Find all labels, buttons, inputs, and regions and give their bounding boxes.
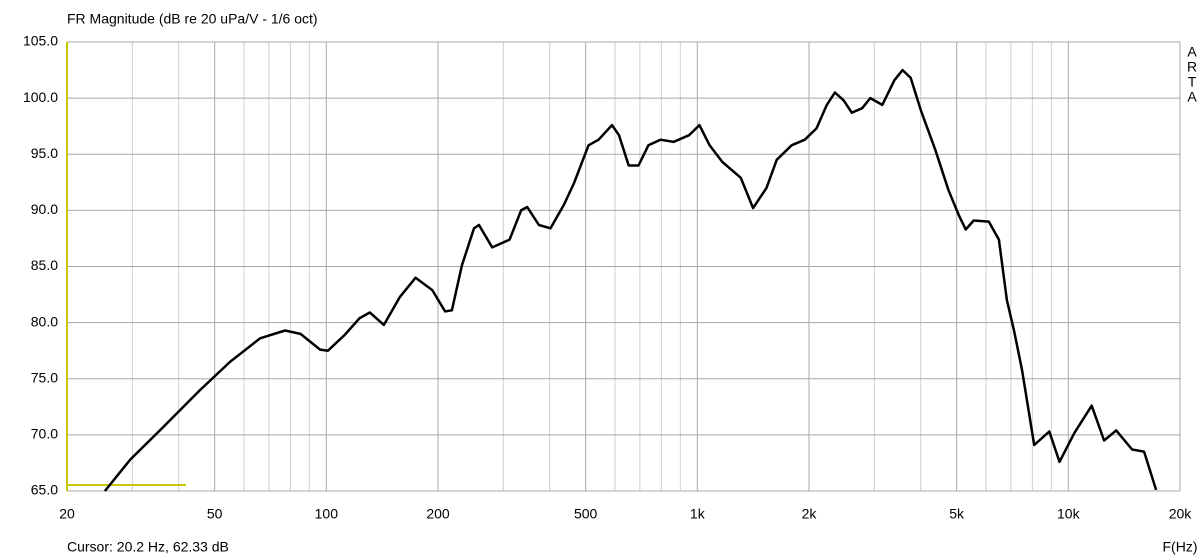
y-tick-label: 90.0 xyxy=(31,201,58,217)
x-tick-label: 20k xyxy=(1169,506,1193,522)
x-tick-label: 2k xyxy=(802,506,818,522)
y-tick-label: 85.0 xyxy=(31,257,58,273)
x-tick-label: 50 xyxy=(207,506,223,522)
y-tick-label: 80.0 xyxy=(31,313,58,329)
y-tick-label: 95.0 xyxy=(31,145,58,161)
side-label: A xyxy=(1187,89,1197,105)
y-tick-label: 65.0 xyxy=(31,482,58,498)
chart-title: FR Magnitude (dB re 20 uPa/V - 1/6 oct) xyxy=(67,11,318,27)
side-label: R xyxy=(1187,59,1197,75)
cursor-readout: Cursor: 20.2 Hz, 62.33 dB xyxy=(67,539,229,555)
x-tick-label: 10k xyxy=(1057,506,1081,522)
x-tick-label: 5k xyxy=(949,506,965,522)
y-tick-label: 70.0 xyxy=(31,426,58,442)
x-tick-label: 1k xyxy=(690,506,706,522)
x-tick-label: 500 xyxy=(574,506,598,522)
x-tick-label: 200 xyxy=(426,506,450,522)
data-line xyxy=(103,68,1158,492)
side-label: T xyxy=(1188,74,1197,90)
x-axis-label: F(Hz) xyxy=(1163,539,1198,555)
y-tick-label: 105.0 xyxy=(23,33,58,49)
x-tick-label: 20 xyxy=(59,506,75,522)
x-tick-label: 100 xyxy=(315,506,339,522)
y-tick-label: 100.0 xyxy=(23,89,58,105)
side-label: A xyxy=(1187,44,1197,60)
y-tick-label: 75.0 xyxy=(31,369,58,385)
